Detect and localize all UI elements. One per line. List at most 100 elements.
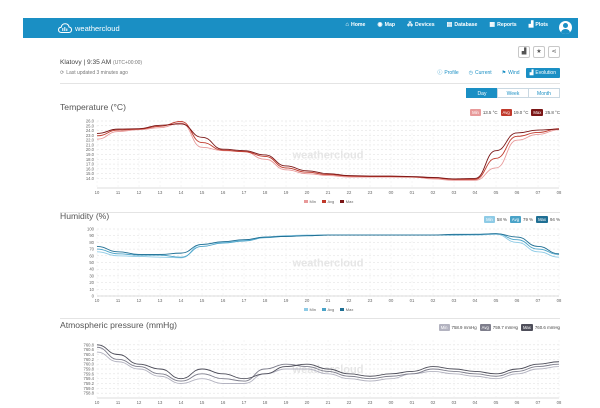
chart-icon[interactable]: ▟ [518, 46, 530, 58]
y-tick-label: 60 [89, 253, 94, 258]
x-tick-label: 05 [494, 298, 499, 303]
x-tick-label: 10 [95, 190, 100, 195]
x-tick-label: 06 [515, 400, 520, 405]
brand-logo[interactable]: weathercloud [58, 21, 120, 35]
x-tick-label: 22 [347, 400, 352, 405]
summary-badge: Min [438, 324, 450, 331]
chart-svg: 26.025.024.023.022.021.020.019.018.017.0… [86, 119, 562, 196]
x-tick-label: 17 [242, 298, 247, 303]
x-tick-label: 04 [473, 190, 478, 195]
legend-label: Min [309, 199, 316, 204]
y-tick-label: 760.8 [84, 342, 95, 347]
x-tick-label: 23 [368, 190, 373, 195]
nav-reports[interactable]: ▦ Reports [489, 22, 516, 28]
x-tick-label: 06 [515, 298, 520, 303]
summary-max: Max 94 % [536, 216, 560, 223]
summary-values: Min 58 % Avg 79 % Max 94 % [484, 216, 560, 223]
x-tick-label: 02 [431, 298, 436, 303]
legend-item[interactable]: Max [340, 307, 353, 312]
x-tick-label: 01 [410, 400, 415, 405]
y-tick-label: 30 [89, 273, 94, 278]
summary-value: 13.5 °C [482, 110, 498, 115]
summary-values: Min 13.5 °C Avg 19.0 °C Max 25.8 °C [470, 109, 560, 116]
x-tick-label: 11 [116, 400, 121, 405]
x-tick-label: 22 [347, 298, 352, 303]
summary-min: Min 58 % [484, 216, 507, 223]
view-tabs: ⓘ Profile ◷ Current ⚑ Wind ▟ Evolution [433, 67, 560, 78]
nav-database[interactable]: ▤ Database [447, 22, 478, 28]
chart-legend: Min Avg Max [304, 199, 353, 204]
legend-item[interactable]: Max [340, 199, 353, 204]
y-tick-label: 90 [89, 233, 94, 238]
period-week[interactable]: Week [497, 88, 529, 98]
summary-values: Min 758.9 mmHg Avg 759.7 mmHg Max 760.6 mmHg [438, 324, 560, 331]
legend-swatch [304, 200, 308, 203]
legend-label: Max [345, 199, 354, 204]
summary-badge: Min [470, 109, 481, 116]
period-day[interactable]: Day [466, 88, 498, 98]
line-chart: 26.0 25.0 24.0 23.0 22.0 21.0 20.0 19.0 18.0 17.0… [75, 118, 563, 198]
summary-value: 758.9 mmHg [451, 325, 477, 330]
divider [60, 83, 560, 84]
y-tick-label: 16.0 [86, 166, 95, 171]
view-tab-wind[interactable]: ⚑ Wind [498, 68, 524, 78]
x-tick-label: 15 [200, 298, 205, 303]
nav-label: Database [454, 22, 478, 28]
legend-item[interactable]: Avg [321, 199, 334, 204]
station-header: Klatovy | 9:35 AM (UTC+00:00) [60, 59, 142, 66]
x-tick-label: 03 [452, 190, 457, 195]
period-month[interactable]: Month [528, 88, 560, 98]
share-icon[interactable]: ⋖ [548, 46, 560, 58]
star-icon[interactable]: ★ [533, 46, 545, 58]
x-tick-label: 18 [263, 190, 268, 195]
nav-label: Home [350, 22, 366, 28]
x-tick-label: 22 [347, 190, 352, 195]
y-tick-label: 50 [89, 260, 94, 265]
nav-home[interactable]: ⌂ Home [345, 22, 365, 28]
brand-name: weathercloud [75, 23, 120, 33]
nav-devices[interactable]: ⁂ Devices [407, 22, 435, 28]
legend-item[interactable]: Min [304, 307, 316, 312]
x-tick-label: 08 [557, 298, 562, 303]
view-tab-evolution[interactable]: ▟ Evolution [525, 67, 560, 78]
x-tick-label: 23 [368, 400, 373, 405]
y-tick-label: 759.6 [84, 371, 95, 376]
x-tick-label: 16 [221, 190, 226, 195]
legend-swatch [340, 200, 345, 203]
refresh-icon: ⟳ [60, 70, 65, 76]
nav-plots[interactable]: ▟ Plots [529, 22, 548, 28]
x-tick-label: 21 [326, 298, 331, 303]
summary-avg: Avg 759.7 mmHg [479, 324, 518, 331]
view-tab-profile[interactable]: ⓘ Profile [433, 67, 462, 78]
summary-value: 19.0 °C [513, 110, 529, 115]
period-selector: Day Week Month [466, 88, 560, 98]
y-tick-label: 26.0 [86, 119, 95, 124]
chart-icon: ▟ [529, 69, 534, 76]
summary-avg: Avg 19.0 °C [500, 109, 529, 116]
x-tick-label: 16 [221, 298, 226, 303]
y-tick-label: 760.0 [84, 362, 95, 367]
chart-title: Temperature (°C) [60, 102, 126, 112]
summary-value: 760.6 mmHg [534, 325, 560, 330]
x-tick-label: 14 [179, 400, 184, 405]
legend-item[interactable]: Avg [321, 307, 334, 312]
y-tick-label: 759.0 [84, 386, 95, 391]
nav-label: Map [384, 22, 396, 28]
y-tick-label: 22.0 [86, 138, 95, 143]
summary-max: Max 760.6 mmHg [520, 324, 560, 331]
summary-value: 94 % [549, 217, 560, 222]
view-tab-current[interactable]: ◷ Current [465, 68, 496, 78]
legend-item[interactable]: Min [304, 199, 316, 204]
x-tick-label: 20 [305, 190, 310, 195]
x-tick-label: 21 [326, 400, 331, 405]
info-icon: ⓘ [437, 70, 443, 76]
user-avatar[interactable] [559, 21, 572, 34]
summary-badge: Min [484, 216, 495, 223]
nav-map[interactable]: ◉ Map [377, 22, 395, 28]
x-tick-label: 15 [200, 400, 205, 405]
summary-badge: Max [531, 109, 544, 116]
x-tick-label: 06 [515, 190, 520, 195]
summary-value: 79 % [523, 217, 534, 222]
line-chart: 100 90 80 70 60 50 40 30 20 10 0 10 11 12 13 14 15 16 17 18… [75, 226, 563, 306]
y-tick-label: 24.0 [86, 128, 95, 133]
